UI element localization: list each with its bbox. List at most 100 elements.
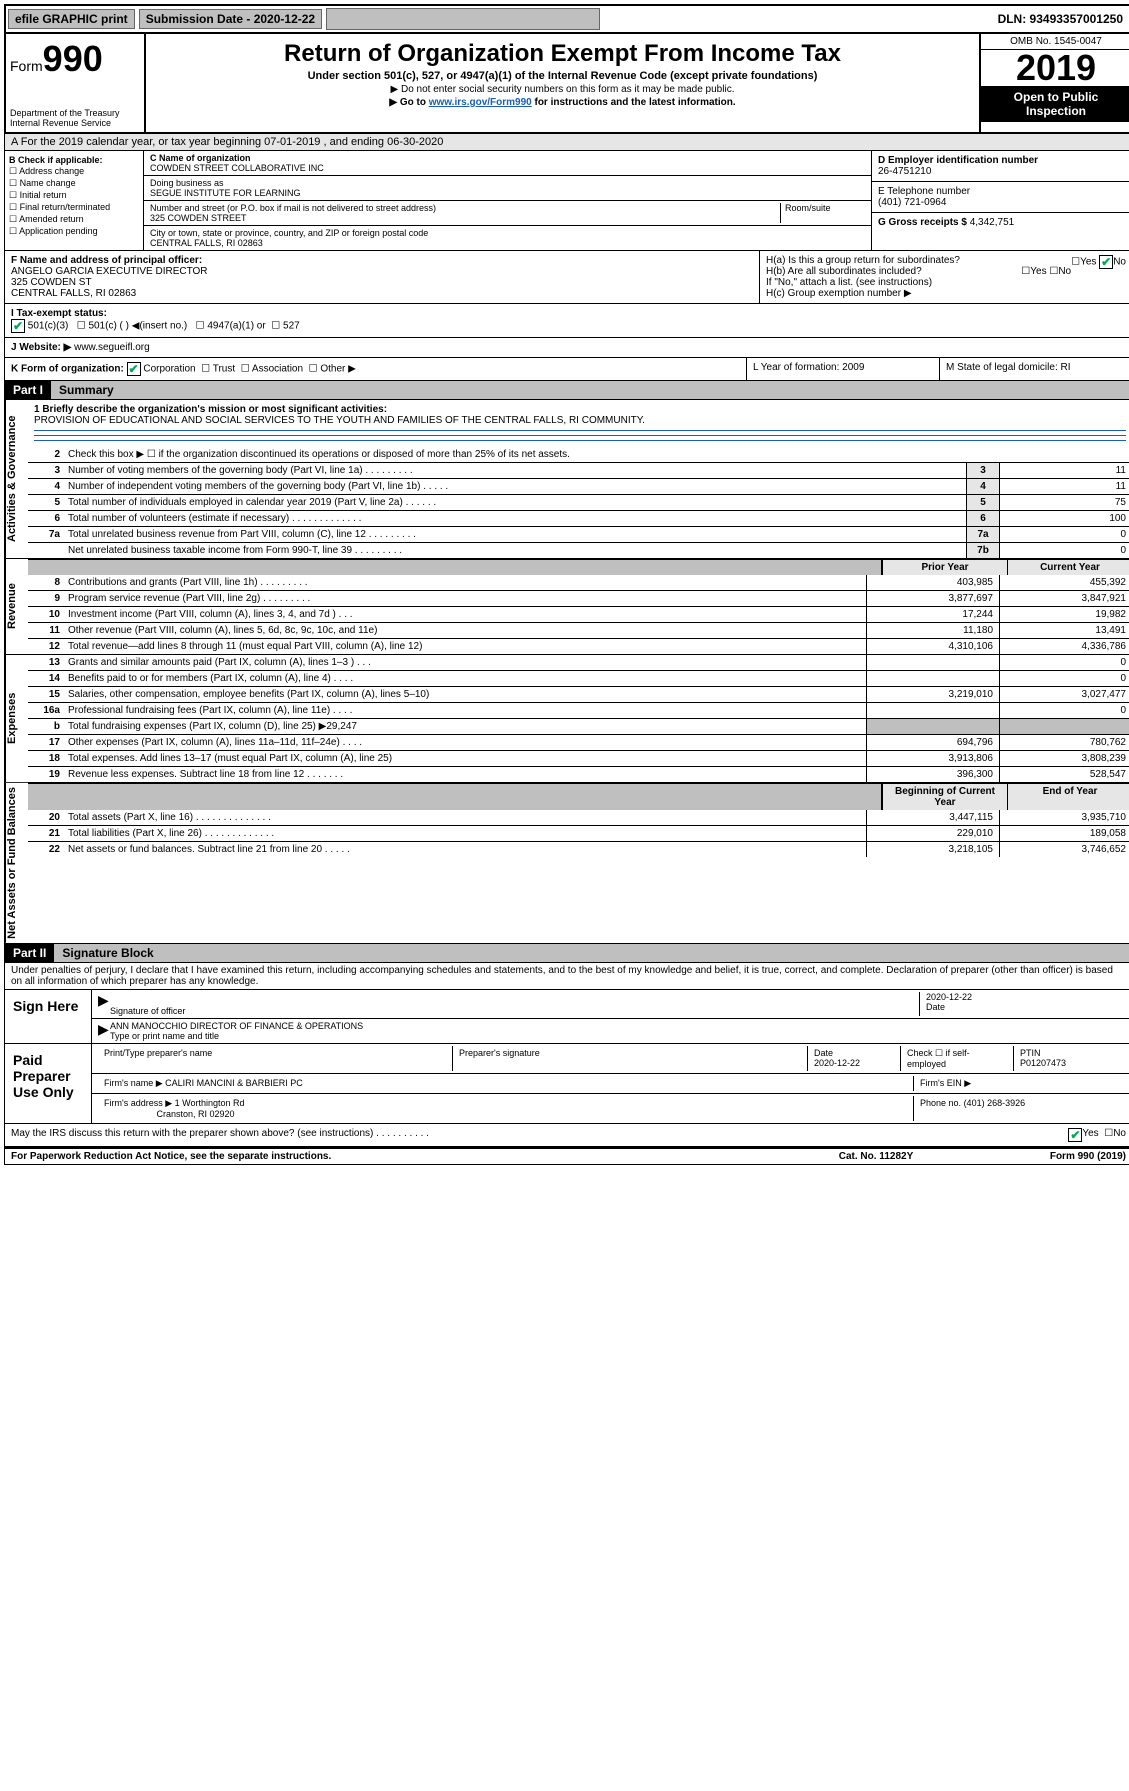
- opt-amended[interactable]: ☐ Amended return: [9, 214, 139, 225]
- mission-block: 1 Briefly describe the organization's mi…: [28, 400, 1129, 447]
- name-label: C Name of organization: [150, 153, 865, 163]
- firm-ein-label: Firm's EIN ▶: [914, 1076, 1126, 1091]
- gov-line: 3Number of voting members of the governi…: [28, 462, 1129, 478]
- website-row: J Website: ▶ www.segueifl.org: [4, 338, 1129, 358]
- irs-label: Internal Revenue Service: [10, 118, 140, 128]
- gov-line: 4Number of independent voting members of…: [28, 478, 1129, 494]
- tax-status-label: I Tax-exempt status:: [11, 308, 107, 319]
- begin-year-header: Beginning of Current Year: [882, 784, 1007, 810]
- efile-btn[interactable]: efile GRAPHIC print: [8, 9, 135, 29]
- gov-side-label: Activities & Governance: [5, 400, 28, 558]
- ha-no-check[interactable]: [1099, 255, 1113, 269]
- gross-label: G Gross receipts $: [878, 217, 967, 228]
- header-center: Return of Organization Exempt From Incom…: [146, 34, 979, 132]
- corp-check[interactable]: [127, 362, 141, 376]
- period-bar: A For the 2019 calendar year, or tax yea…: [4, 134, 1129, 151]
- data-line: 14Benefits paid to or for members (Part …: [28, 670, 1129, 686]
- year-formation: L Year of formation: 2009: [747, 358, 940, 380]
- box-b: B Check if applicable: ☐ Address change …: [5, 151, 144, 250]
- data-line: bTotal fundraising expenses (Part IX, co…: [28, 718, 1129, 734]
- 501c-label: 501(c) ( ) ◀(insert no.): [88, 321, 187, 332]
- header-right: OMB No. 1545-0047 2019 Open to Public In…: [979, 34, 1129, 132]
- officer-name: ANGELO GARCIA EXECUTIVE DIRECTOR: [11, 266, 753, 277]
- data-line: 11Other revenue (Part VIII, column (A), …: [28, 622, 1129, 638]
- goto-line: ▶ Go to www.irs.gov/Form990 for instruct…: [154, 97, 971, 108]
- officer-label: F Name and address of principal officer:: [11, 255, 753, 266]
- h-a: H(a) Is this a group return for subordin…: [766, 255, 1126, 266]
- na-side-label: Net Assets or Fund Balances: [5, 783, 28, 943]
- data-line: 21Total liabilities (Part X, line 26) . …: [28, 825, 1129, 841]
- discuss-yes-check[interactable]: [1068, 1128, 1082, 1142]
- prep-phone-label: Phone no.: [920, 1098, 961, 1108]
- officer-addr2: CENTRAL FALLS, RI 02863: [11, 288, 753, 299]
- dba-label: Doing business as: [150, 178, 865, 188]
- phone-value: (401) 721-0964: [878, 197, 1126, 208]
- form-label: Form: [10, 58, 43, 74]
- phone-label: E Telephone number: [878, 186, 1126, 197]
- form-title: Return of Organization Exempt From Incom…: [154, 40, 971, 68]
- gov-line: 7aTotal unrelated business revenue from …: [28, 526, 1129, 542]
- exp-side-label: Expenses: [5, 655, 28, 782]
- signature-block: Under penalties of perjury, I declare th…: [4, 963, 1129, 1147]
- tax-year: 2019: [981, 50, 1129, 86]
- paperwork-notice: For Paperwork Reduction Act Notice, see …: [11, 1151, 776, 1162]
- dln: DLN: 93493357001250: [992, 10, 1129, 28]
- part-i-title: Summary: [51, 381, 1129, 399]
- 501c3-label: 501(c)(3): [28, 321, 69, 332]
- gov-line: 6Total number of volunteers (estimate if…: [28, 510, 1129, 526]
- data-line: 16aProfessional fundraising fees (Part I…: [28, 702, 1129, 718]
- opt-initial[interactable]: ☐ Initial return: [9, 190, 139, 201]
- header-left: Form990 Department of the Treasury Inter…: [6, 34, 146, 132]
- discuss-no-label: No: [1113, 1128, 1126, 1142]
- netassets-section: Net Assets or Fund Balances Beginning of…: [4, 783, 1129, 944]
- box-f: F Name and address of principal officer:…: [5, 251, 760, 303]
- revenue-section: Revenue Prior Year Current Year 8Contrib…: [4, 559, 1129, 655]
- ptin-value: P01207473: [1020, 1058, 1066, 1068]
- fh-block: F Name and address of principal officer:…: [4, 251, 1129, 304]
- discuss-question: May the IRS discuss this return with the…: [11, 1128, 1068, 1142]
- sig-arrow-icon-2: ▶: [98, 1021, 110, 1041]
- ptin-label: PTIN: [1020, 1048, 1041, 1058]
- dba-name: SEGUE INSTITUTE FOR LEARNING: [150, 188, 865, 198]
- prep-print-label: Print/Type preparer's name: [98, 1046, 453, 1071]
- website-label: J Website: ▶: [11, 342, 71, 353]
- irs-link[interactable]: www.irs.gov/Form990: [429, 97, 532, 108]
- footer: For Paperwork Reduction Act Notice, see …: [4, 1147, 1129, 1165]
- paid-preparer-label: Paid Preparer Use Only: [5, 1044, 92, 1123]
- opt-final[interactable]: ☐ Final return/terminated: [9, 202, 139, 213]
- trust-label: Trust: [213, 364, 235, 375]
- 501c3-check[interactable]: [11, 319, 25, 333]
- prep-date-value: 2020-12-22: [814, 1058, 860, 1068]
- addr-label: Number and street (or P.O. box if mail i…: [150, 203, 780, 213]
- prior-year-header: Prior Year: [882, 560, 1007, 575]
- opt-pending[interactable]: ☐ Application pending: [9, 226, 139, 237]
- data-line: 20Total assets (Part X, line 16) . . . .…: [28, 810, 1129, 825]
- part-ii-row: Part II Signature Block: [4, 944, 1129, 963]
- sig-name-label: Type or print name and title: [110, 1031, 1126, 1041]
- data-line: 15Salaries, other compensation, employee…: [28, 686, 1129, 702]
- corp-label: Corporation: [143, 364, 195, 375]
- form-subtitle: Under section 501(c), 527, or 4947(a)(1)…: [154, 70, 971, 82]
- opt-name[interactable]: ☐ Name change: [9, 178, 139, 189]
- rev-side-label: Revenue: [5, 559, 28, 654]
- data-line: 17Other expenses (Part IX, column (A), l…: [28, 734, 1129, 750]
- dept-treasury: Department of the Treasury: [10, 108, 140, 118]
- gov-line: Net unrelated business taxable income fr…: [28, 542, 1129, 558]
- sig-arrow-icon: ▶: [98, 992, 110, 1016]
- opt-address[interactable]: ☐ Address change: [9, 166, 139, 177]
- gov-line: 2Check this box ▶ ☐ if the organization …: [28, 447, 1129, 462]
- data-line: 22Net assets or fund balances. Subtract …: [28, 841, 1129, 857]
- submission-btn[interactable]: Submission Date - 2020-12-22: [139, 9, 322, 29]
- street-addr: 325 COWDEN STREET: [150, 213, 780, 223]
- cat-number: Cat. No. 11282Y: [776, 1151, 976, 1162]
- officer-addr1: 325 COWDEN ST: [11, 277, 753, 288]
- data-line: 8Contributions and grants (Part VIII, li…: [28, 575, 1129, 590]
- part-i-header: Part I: [5, 381, 51, 399]
- end-year-header: End of Year: [1007, 784, 1129, 810]
- top-bar: efile GRAPHIC print Submission Date - 20…: [4, 4, 1129, 34]
- na-col-header: Beginning of Current Year End of Year: [28, 783, 1129, 810]
- rev-col-header: Prior Year Current Year: [28, 559, 1129, 575]
- form-header: Form990 Department of the Treasury Inter…: [4, 34, 1129, 134]
- discuss-yes-label: Yes: [1082, 1128, 1098, 1142]
- ssn-warning: ▶ Do not enter social security numbers o…: [154, 84, 971, 95]
